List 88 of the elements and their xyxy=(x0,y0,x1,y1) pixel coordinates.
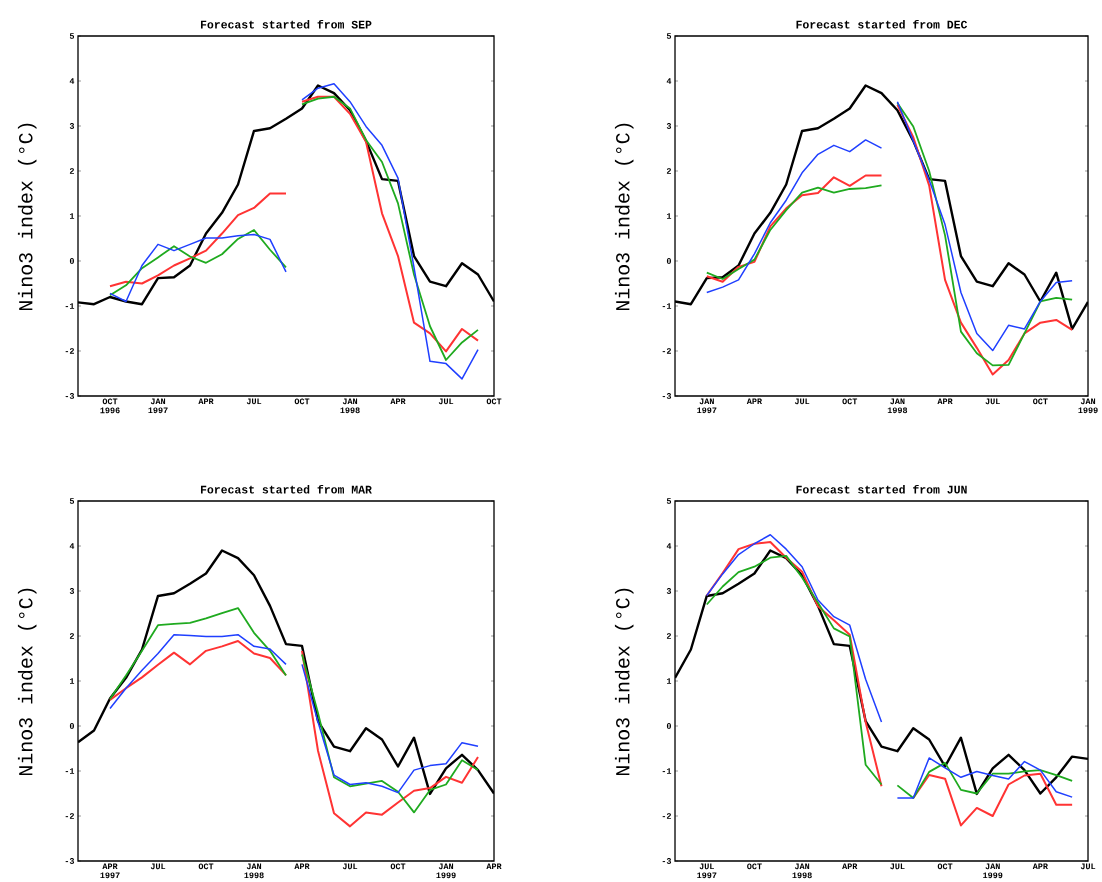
x-tick-label: JAN 1999 xyxy=(983,863,1003,879)
line-series xyxy=(109,192,287,288)
line-series xyxy=(109,639,287,701)
y-tick-label: 0 xyxy=(666,723,671,729)
x-tick-label: JUL xyxy=(150,863,166,870)
x-tick-label: JAN 1999 xyxy=(436,863,456,879)
y-tick-label: -2 xyxy=(65,348,74,354)
y-tick-label: 3 xyxy=(69,588,75,594)
y-tick-label: 2 xyxy=(666,168,671,174)
y-tick-label: 0 xyxy=(69,258,74,264)
chart-title: Forecast started from MAR xyxy=(201,484,372,494)
line-series xyxy=(706,534,883,723)
x-tick-label: JUL xyxy=(342,863,358,870)
x-tick-label: OCT xyxy=(198,863,214,870)
x-tick-label: APR xyxy=(1032,863,1048,870)
y-tick-label: 2 xyxy=(69,168,74,174)
x-tick-label: JUL xyxy=(246,398,262,405)
y-tick-label: 5 xyxy=(69,498,75,504)
x-tick-label: OCT xyxy=(1033,398,1048,405)
y-tick-label: 4 xyxy=(69,78,75,84)
y-tick-label: -2 xyxy=(65,813,74,819)
x-tick-label: OCT xyxy=(842,398,858,405)
y-tick-label: -2 xyxy=(662,813,671,819)
x-tick-label: APR xyxy=(842,863,858,870)
y-tick-label: 5 xyxy=(666,498,672,504)
y-tick-label: 4 xyxy=(69,543,75,549)
line-series xyxy=(301,663,479,794)
x-tick-label: APR xyxy=(486,863,502,870)
y-axis-title: Nino3 index (°C) xyxy=(17,123,37,311)
line-series xyxy=(109,607,287,700)
y-tick-label: 3 xyxy=(666,588,672,594)
x-tick-label: JUL xyxy=(438,398,454,405)
y-tick-label: 4 xyxy=(666,78,672,84)
x-tick-label: JUL 1997 xyxy=(697,863,717,879)
x-tick-label: OCT 1996 xyxy=(100,398,120,414)
chart-title: Forecast started from JUN xyxy=(796,484,967,494)
y-tick-label: -3 xyxy=(662,858,672,864)
x-tick-label: OCT xyxy=(937,863,953,870)
y-tick-label: -2 xyxy=(662,348,671,354)
line-series xyxy=(912,772,1074,827)
y-tick-label: -1 xyxy=(65,303,75,309)
x-tick-label: JUL xyxy=(794,398,810,405)
x-tick-label: APR xyxy=(390,398,406,405)
y-tick-label: 2 xyxy=(69,633,74,639)
y-tick-label: -1 xyxy=(662,768,672,774)
y-tick-label: 5 xyxy=(69,33,75,39)
y-tick-label: 1 xyxy=(69,678,75,684)
y-tick-label: 0 xyxy=(666,258,671,264)
line-series xyxy=(706,139,883,294)
y-tick-label: -3 xyxy=(65,393,75,399)
y-tick-label: 1 xyxy=(666,213,672,219)
x-tick-label: OCT xyxy=(486,398,502,405)
x-tick-label: APR xyxy=(937,398,953,405)
x-tick-label: JAN 1997 xyxy=(148,398,168,414)
x-tick-label: JAN 1998 xyxy=(792,863,812,879)
y-tick-label: -1 xyxy=(662,303,672,309)
x-tick-label: JAN 1998 xyxy=(244,863,264,879)
x-tick-label: JUL xyxy=(890,863,905,870)
x-tick-label: JAN 1998 xyxy=(340,398,360,414)
x-tick-label: JUL xyxy=(985,398,1000,405)
y-tick-label: 1 xyxy=(666,678,672,684)
x-tick-label: APR xyxy=(294,863,310,870)
x-tick-label: APR 1997 xyxy=(100,863,120,879)
chart-title: Forecast started from SEP xyxy=(201,19,372,29)
chart-title: Forecast started from DEC xyxy=(796,19,968,29)
y-tick-label: 2 xyxy=(666,633,671,639)
x-tick-label: JAN 1997 xyxy=(697,398,717,414)
y-tick-label: 0 xyxy=(69,723,74,729)
x-tick-label: OCT xyxy=(390,863,406,870)
y-tick-label: 3 xyxy=(666,123,672,129)
y-tick-label: 5 xyxy=(666,33,672,39)
y-tick-label: -3 xyxy=(65,858,75,864)
x-tick-label: APR xyxy=(198,398,214,405)
x-tick-label: OCT xyxy=(747,863,762,870)
y-tick-label: 1 xyxy=(69,213,75,219)
x-tick-label: JUL xyxy=(1080,863,1096,870)
x-tick-label: JAN 1999 xyxy=(1078,398,1098,414)
y-axis-title: Nino3 index (°C) xyxy=(614,123,634,311)
y-tick-label: 3 xyxy=(69,123,75,129)
x-tick-label: OCT xyxy=(294,398,310,405)
x-tick-label: JAN 1998 xyxy=(887,398,908,414)
y-tick-label: 4 xyxy=(666,543,672,549)
y-axis-title: Nino3 index (°C) xyxy=(17,588,37,776)
y-axis-title: Nino3 index (°C) xyxy=(614,588,634,776)
y-tick-label: -3 xyxy=(662,393,672,399)
line-series xyxy=(109,633,287,710)
y-tick-label: -1 xyxy=(65,768,75,774)
x-tick-label: APR xyxy=(746,398,763,405)
